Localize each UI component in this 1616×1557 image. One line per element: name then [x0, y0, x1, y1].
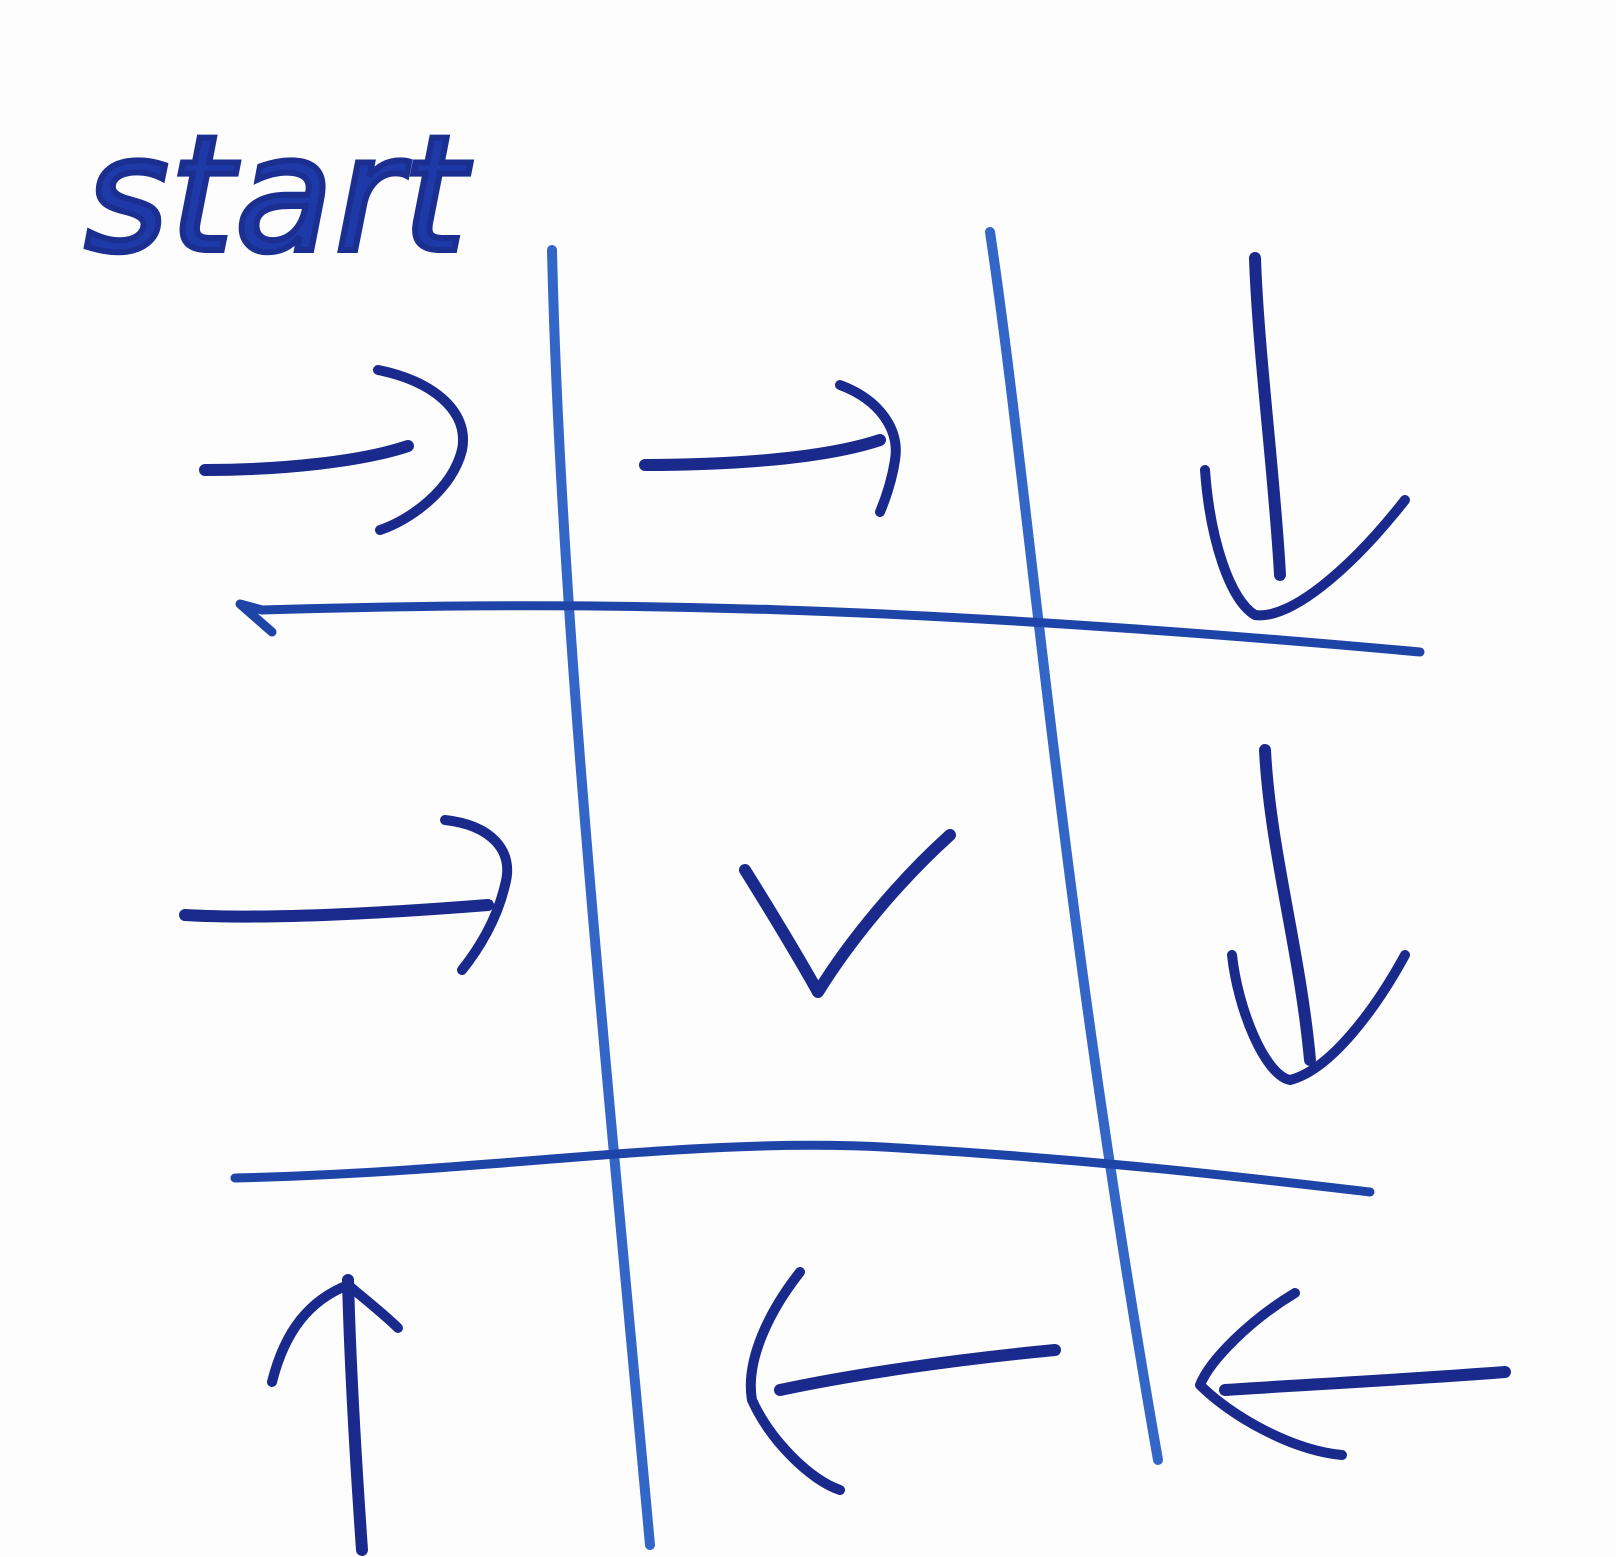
arrow-up-head [267, 1280, 403, 1387]
arrow-down-icon [1259, 744, 1316, 1066]
arrow-down-head [1227, 950, 1410, 1085]
cell-r3-c3 [1195, 1288, 1511, 1460]
cell-r2-c3 [1227, 744, 1410, 1085]
cell-r1-c2 [639, 380, 901, 517]
start-label: start [85, 101, 471, 288]
arrow-left-head [1195, 1288, 1347, 1460]
grid-line-horizontal-1 [257, 601, 1425, 657]
cell-r3-c1 [267, 1274, 403, 1556]
cell-r3-c2 [745, 1267, 1061, 1495]
grid-line-vertical-1 [547, 245, 655, 1550]
arrow-right-icon [199, 440, 414, 476]
arrow-down-icon [1249, 252, 1286, 581]
grid-lines [230, 227, 1425, 1550]
arrow-right-head [835, 380, 901, 517]
arrow-right-icon [639, 434, 886, 471]
grid-line-vertical-2 [985, 227, 1163, 1465]
arrow-up-icon [342, 1274, 368, 1556]
arrow-left-icon [774, 1344, 1061, 1396]
arrow-right-head [440, 815, 513, 975]
cell-r2-c1 [179, 815, 513, 975]
arrow-down-head [1200, 465, 1410, 621]
grid-line-horizontal-2 [230, 1140, 1375, 1197]
arrow-left-head [745, 1267, 845, 1495]
arrow-left-icon [1219, 1366, 1511, 1396]
grid-line-hook-left [235, 599, 277, 637]
cell-r2-c2 [739, 829, 956, 998]
arrow-right-head [373, 365, 469, 535]
checkmark-icon [739, 829, 956, 998]
arrow-right-icon [179, 899, 494, 923]
cell-r1-c1 [199, 365, 469, 535]
cell-r1-c3 [1200, 252, 1410, 621]
